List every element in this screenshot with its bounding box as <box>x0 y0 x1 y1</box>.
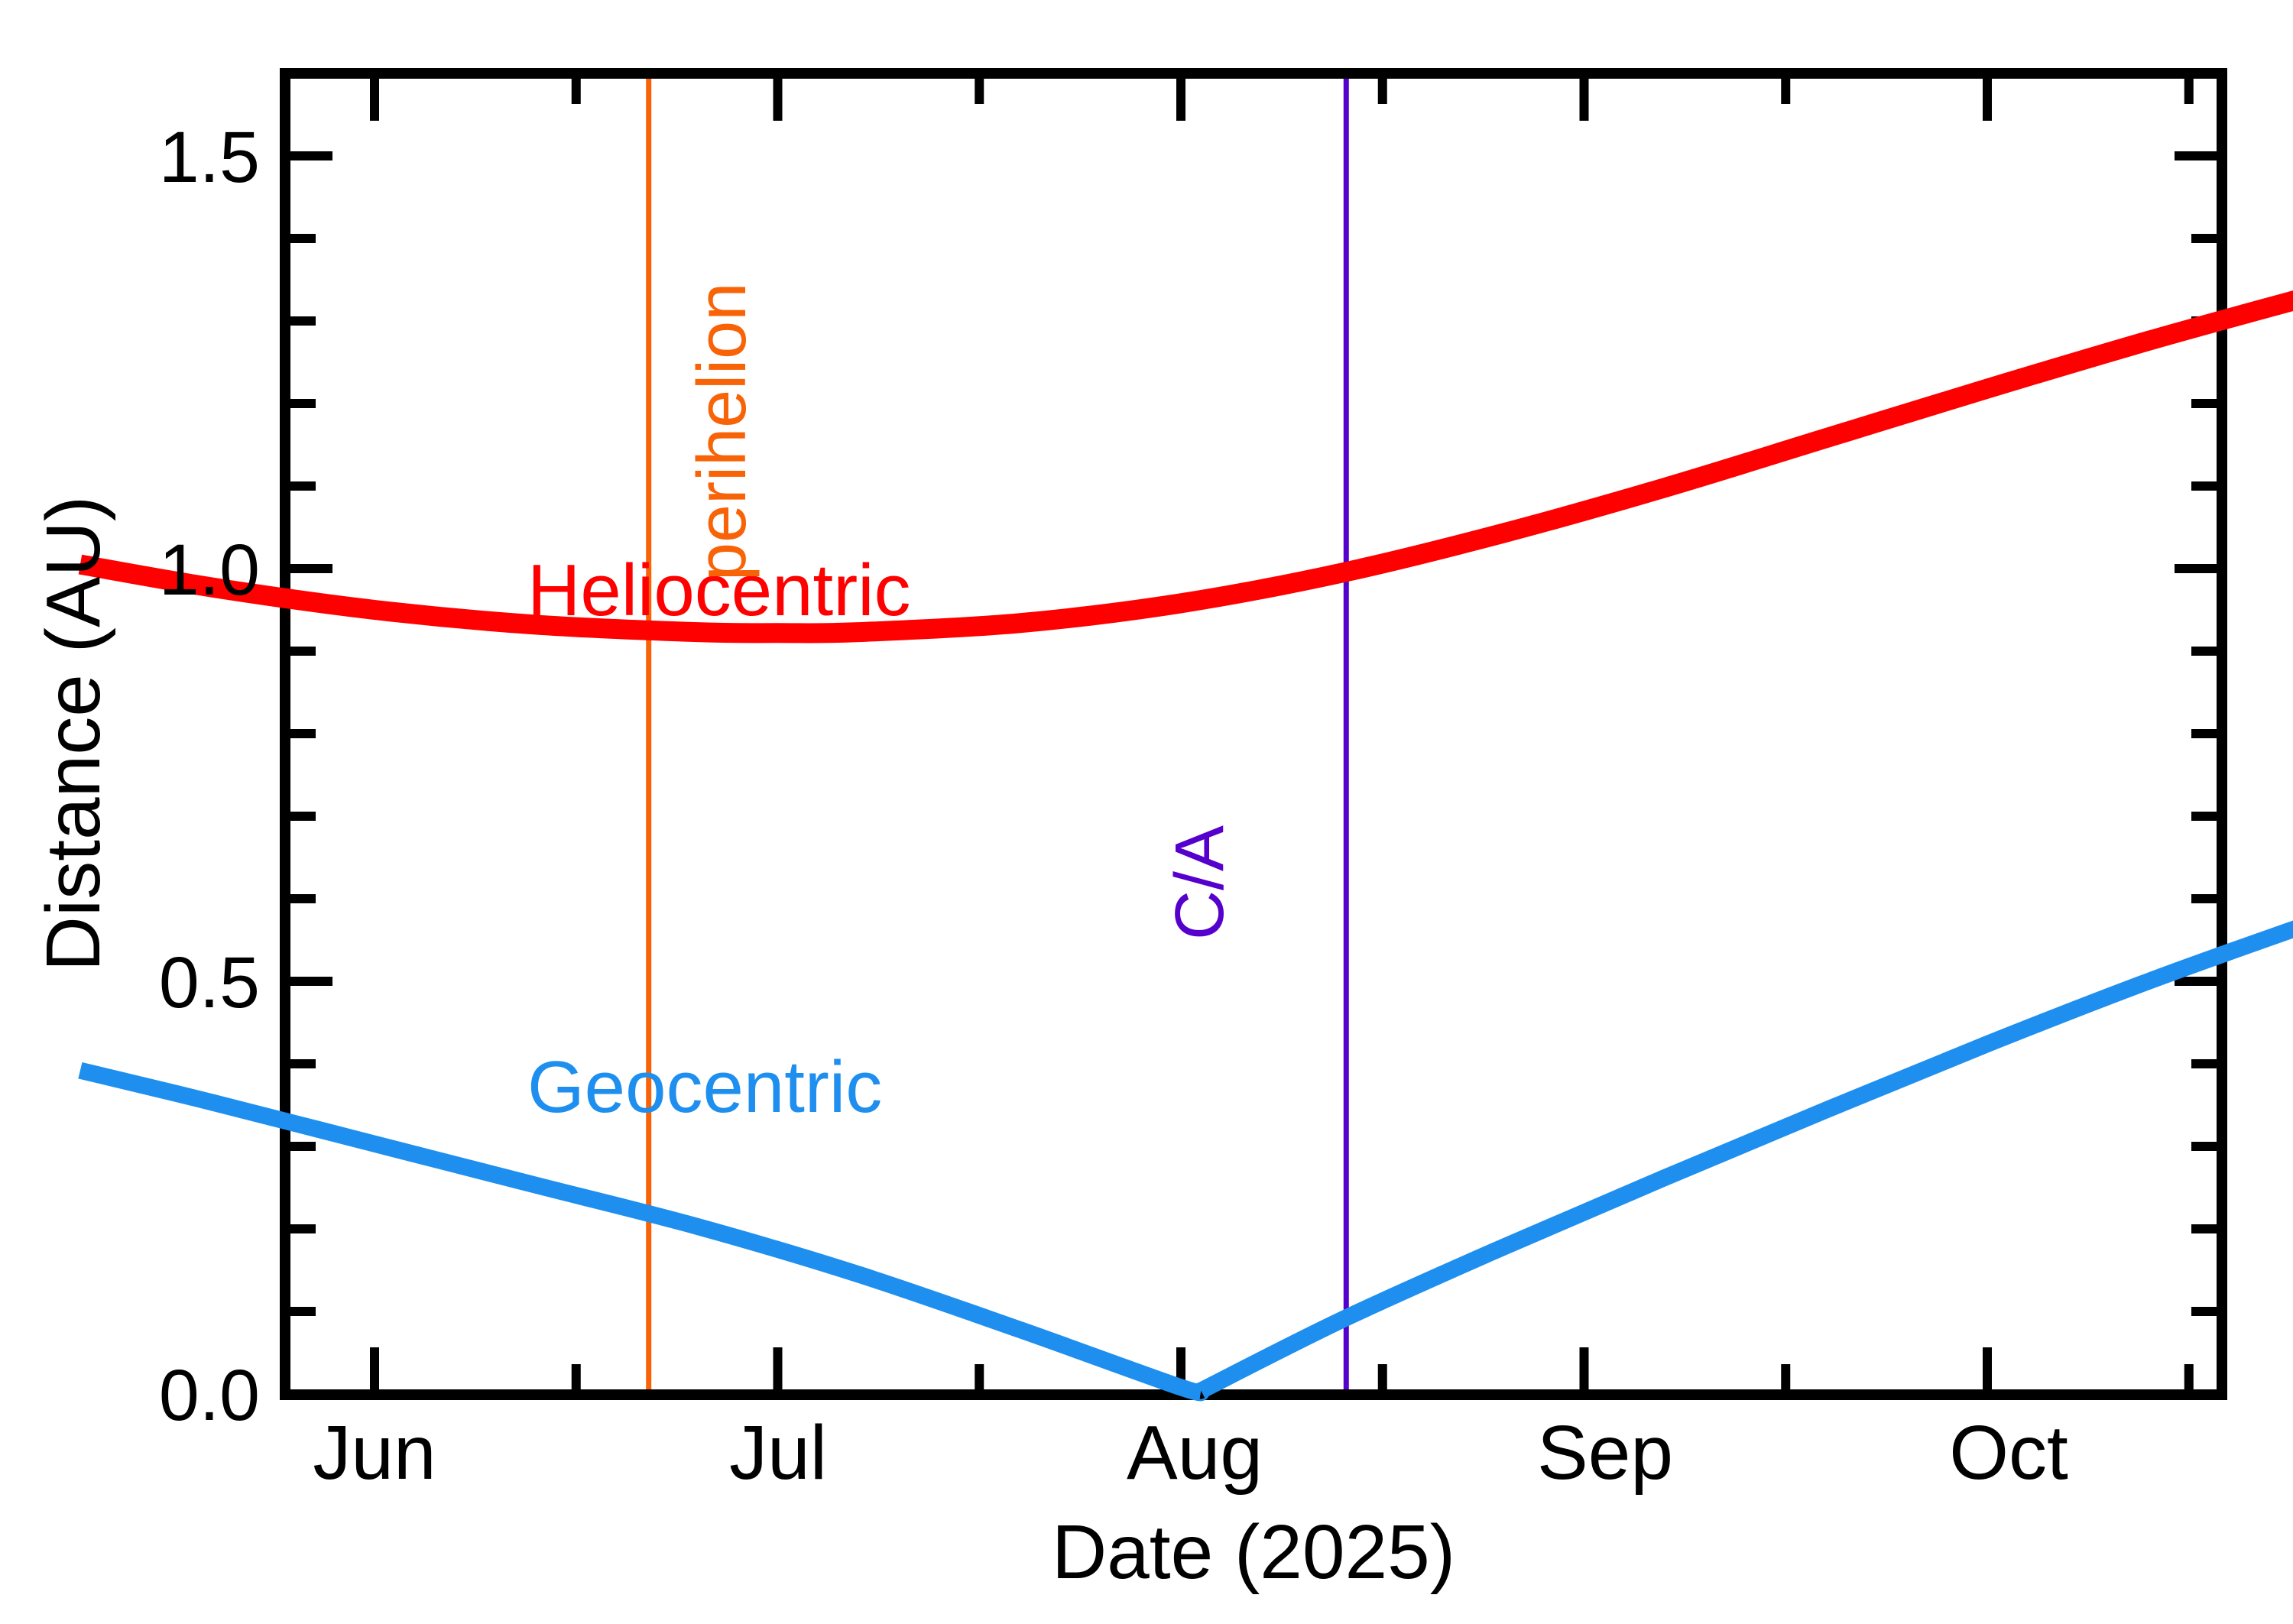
x-tick-label-jun: Jun <box>313 1410 436 1496</box>
y-axis-title: Distance (AU) <box>31 496 116 971</box>
event-vertical-lines <box>646 79 1349 1389</box>
x-tick-label-sep: Sep <box>1537 1410 1673 1496</box>
x-tick-labels: Jun Jul Aug Sep Oct <box>313 1410 2068 1496</box>
heliocentric-curve <box>78 290 2293 643</box>
x-axis-ticks <box>370 73 2194 1395</box>
geocentric-series-label: Geocentric <box>527 1046 882 1128</box>
closest-approach-line-label: C/A <box>1162 825 1238 940</box>
x-tick-label-aug: Aug <box>1127 1410 1263 1496</box>
y-tick-label-0-5: 0.5 <box>159 942 260 1023</box>
y-tick-labels: 1.5 1.0 0.5 0.0 <box>159 117 260 1436</box>
y-tick-label-1-5: 1.5 <box>159 117 260 198</box>
x-tick-label-oct: Oct <box>1949 1410 2068 1496</box>
perihelion-line-label: perihelion <box>684 283 761 581</box>
heliocentric-series-label: Heliocentric <box>527 549 911 631</box>
x-tick-label-jul: Jul <box>729 1410 827 1496</box>
y-tick-label-1-0: 1.0 <box>159 530 260 611</box>
x-axis-title: Date (2025) <box>1052 1509 1455 1595</box>
y-axis-ticks <box>285 151 2222 1316</box>
geocentric-curve <box>78 920 2293 1402</box>
data-curves <box>78 290 2293 1402</box>
y-tick-label-0-0: 0.0 <box>159 1355 260 1436</box>
